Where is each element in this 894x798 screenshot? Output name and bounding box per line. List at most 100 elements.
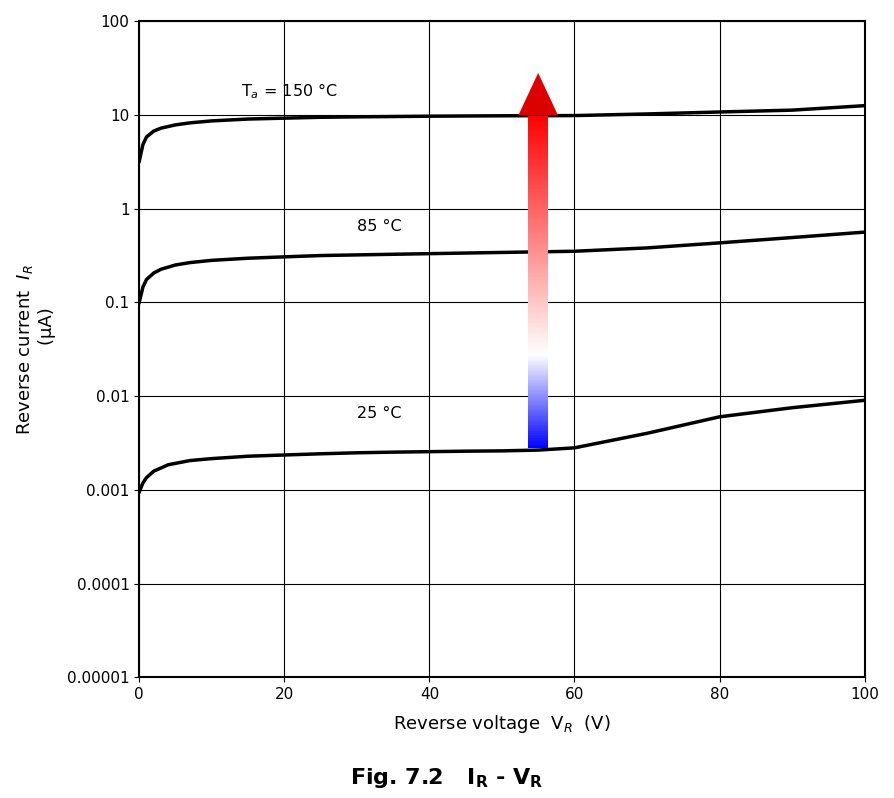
Bar (528, 308, 548, 310)
X-axis label: Reverse voltage  V$_R$  (V): Reverse voltage V$_R$ (V) (393, 713, 611, 735)
Bar (528, 197, 548, 199)
Bar (528, 176, 548, 177)
Bar (528, 337, 548, 338)
Bar (528, 274, 548, 275)
Bar (528, 385, 548, 386)
Bar (528, 144, 548, 145)
Bar (528, 177, 548, 179)
Bar (528, 325, 548, 326)
Bar (528, 117, 548, 119)
Bar (528, 174, 548, 176)
Bar (528, 242, 548, 243)
Bar (528, 262, 548, 263)
Bar (528, 270, 548, 272)
Bar (528, 148, 548, 151)
Bar (528, 217, 548, 219)
Bar (528, 232, 548, 234)
Bar (528, 239, 548, 240)
Bar (528, 184, 548, 185)
Bar (528, 152, 548, 154)
Bar (528, 292, 548, 294)
Bar (528, 312, 548, 314)
Bar (528, 122, 548, 124)
Bar (528, 328, 548, 330)
Bar (528, 421, 548, 423)
Bar (528, 160, 548, 162)
Polygon shape (519, 73, 558, 116)
Bar (528, 215, 548, 217)
Bar (528, 234, 548, 235)
Bar (528, 139, 548, 140)
Bar (528, 219, 548, 220)
Bar (528, 315, 548, 317)
Bar (528, 305, 548, 306)
Bar (528, 248, 548, 250)
Bar (528, 317, 548, 318)
Bar (528, 357, 548, 358)
Bar (528, 395, 548, 397)
Bar (528, 400, 548, 401)
Bar (528, 444, 548, 446)
Bar (528, 164, 548, 165)
Bar (528, 300, 548, 302)
Bar (528, 425, 548, 426)
Bar (528, 380, 548, 381)
Bar (528, 277, 548, 279)
Bar (528, 408, 548, 409)
Bar (528, 411, 548, 413)
Bar (528, 358, 548, 360)
Bar (528, 437, 548, 438)
Bar (528, 303, 548, 305)
Bar (528, 389, 548, 391)
Bar (528, 397, 548, 398)
Bar (528, 208, 548, 211)
Bar (528, 360, 548, 361)
Bar (528, 409, 548, 411)
Bar (528, 147, 548, 148)
Bar (528, 140, 548, 142)
Bar (528, 180, 548, 182)
Bar (528, 268, 548, 270)
Bar (528, 194, 548, 196)
Bar (528, 346, 548, 348)
Bar (528, 322, 548, 323)
Bar (528, 365, 548, 366)
Bar (528, 196, 548, 197)
Bar (528, 142, 548, 144)
Bar (528, 137, 548, 139)
Bar (528, 373, 548, 375)
Bar (528, 280, 548, 282)
Bar (528, 286, 548, 288)
Bar (528, 294, 548, 295)
Bar (528, 254, 548, 255)
Bar (528, 441, 548, 443)
Bar (528, 413, 548, 415)
Bar (528, 230, 548, 232)
Bar (528, 378, 548, 380)
Bar (528, 323, 548, 325)
Bar (528, 187, 548, 188)
Bar (528, 343, 548, 345)
Bar (528, 381, 548, 383)
Bar (528, 172, 548, 174)
Text: Fig. 7.2   $\mathbf{I_R}$ - $\mathbf{V_R}$: Fig. 7.2 $\mathbf{I_R}$ - $\mathbf{V_R}$ (350, 766, 544, 790)
Bar (528, 250, 548, 252)
Bar (528, 120, 548, 122)
Bar (528, 279, 548, 280)
Bar (528, 420, 548, 421)
Bar (528, 428, 548, 429)
Bar (528, 417, 548, 418)
Bar (528, 398, 548, 400)
Bar (528, 205, 548, 207)
Bar (528, 406, 548, 408)
Bar (528, 182, 548, 184)
Bar (528, 383, 548, 385)
Bar (528, 354, 548, 355)
Bar (528, 124, 548, 125)
Bar (528, 326, 548, 328)
Bar (528, 285, 548, 286)
Bar (528, 259, 548, 260)
Bar (528, 342, 548, 343)
Bar (528, 200, 548, 202)
Bar (528, 156, 548, 157)
